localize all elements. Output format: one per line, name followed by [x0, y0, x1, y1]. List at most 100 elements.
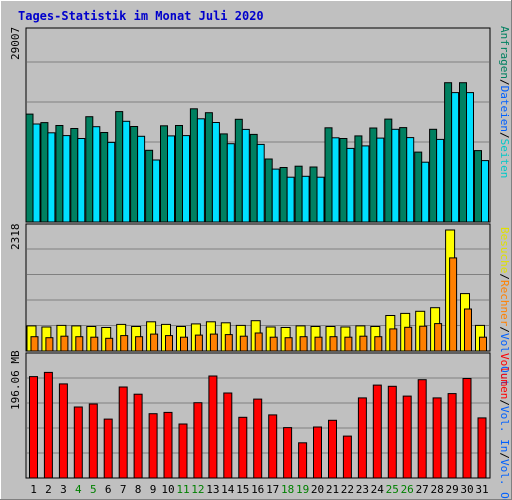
bar-volumen-day-3	[58, 383, 68, 479]
legend-entry: Rechner	[498, 280, 511, 327]
bar-anfragen-day-27	[414, 151, 423, 223]
bar-dateien-day-22	[346, 147, 355, 223]
bar-rechner-day-4	[75, 336, 84, 352]
bar-dateien-day-11	[182, 135, 190, 223]
bar-dateien-day-12	[196, 118, 205, 223]
bar-rechner-day-13	[209, 333, 218, 352]
legend-entry: Anfragen	[498, 26, 511, 79]
bar-anfragen-day-18	[279, 167, 288, 223]
day-label: 9	[150, 483, 157, 496]
bar-anfragen-day-23	[354, 135, 363, 223]
bar-anfragen-day-15	[234, 118, 243, 223]
day-label: 24	[371, 483, 385, 496]
day-label: 3	[60, 483, 67, 496]
bar-volumen-day-25	[387, 385, 397, 479]
bar-volumen-day-11	[178, 423, 188, 479]
bar-rechner-day-6	[105, 337, 114, 352]
day-label: 26	[401, 483, 414, 496]
bar-rechner-day-23	[359, 335, 368, 352]
bar-volumen-day-14	[223, 392, 233, 479]
bar-dateien-day-23	[361, 145, 370, 223]
legend-entry: Vol. Out	[498, 459, 511, 500]
bar-rechner-day-5	[90, 336, 99, 352]
bar-anfragen-day-6	[100, 132, 109, 223]
day-label: 20	[311, 483, 324, 496]
bar-anfragen-day-25	[384, 118, 393, 223]
bar-rechner-day-20	[314, 336, 323, 352]
bar-anfragen-day-12	[189, 108, 198, 223]
bar-anfragen-day-17	[264, 158, 273, 223]
bar-rechner-day-14	[224, 334, 233, 352]
bar-anfragen-day-24	[369, 127, 378, 223]
bar-anfragen-day-11	[175, 125, 183, 223]
day-label: 23	[356, 483, 369, 496]
day-label: 5	[90, 483, 97, 496]
bar-volumen-day-7	[118, 386, 128, 479]
day-label: 4	[75, 483, 82, 496]
bar-volumen-day-28	[432, 397, 442, 479]
bar-rechner-day-1	[30, 336, 39, 352]
legend-entry: Besuche	[498, 227, 511, 273]
legend-entry: Seiten	[498, 139, 511, 179]
legend-entry: Volumen	[498, 353, 511, 399]
panel-visits-legend: Besuche/Rechner/Vol. Out	[498, 227, 511, 386]
day-label: 12	[191, 483, 204, 496]
bar-volumen-day-17	[268, 414, 278, 479]
bar-anfragen-day-5	[85, 116, 94, 223]
bar-volumen-day-22	[342, 435, 352, 479]
bar-volumen-day-8	[133, 393, 143, 479]
bar-rechner-day-7	[120, 335, 129, 352]
bar-dateien-day-30	[466, 92, 474, 223]
bar-volumen-day-2	[43, 371, 53, 479]
bar-rechner-day-18	[284, 337, 293, 352]
panel-requests: 29007 Anfragen/Dateien/Seiten	[9, 26, 511, 223]
bar-dateien-day-15	[241, 128, 250, 223]
panel-volume: 196.06 MB Volumen/Vol. In/Vol. Out	[9, 350, 511, 500]
bar-rechner-day-11	[180, 336, 188, 352]
bar-dateien-day-19	[301, 175, 310, 223]
bar-dateien-day-16	[256, 143, 265, 223]
bar-rechner-day-17	[269, 336, 278, 352]
bar-anfragen-day-29	[444, 82, 453, 223]
legend-entry: Vol. Out	[498, 333, 511, 386]
bar-dateien-day-1	[32, 123, 41, 223]
day-label: 30	[460, 483, 473, 496]
day-label: 16	[251, 483, 264, 496]
day-axis-labels: 1 2 3 4 5 6 7 8 9 10 11 12 13 14 15 16 17 18 19 20 21 22 23 24 2…	[30, 483, 488, 496]
bar-volumen-day-13	[208, 375, 218, 479]
day-label: 19	[296, 483, 309, 496]
bar-dateien-day-8	[137, 135, 146, 223]
day-label: 28	[430, 483, 443, 496]
panel-visits-bars	[26, 229, 487, 352]
legend-entry: /	[498, 273, 511, 280]
day-label: 21	[326, 483, 339, 496]
bar-rechner-day-31	[479, 336, 487, 352]
bar-dateien-day-13	[211, 122, 220, 223]
bar-anfragen-day-2	[40, 122, 49, 223]
bar-volumen-day-5	[88, 403, 98, 479]
bar-dateien-day-4	[77, 138, 86, 223]
bar-rechner-day-10	[165, 335, 173, 352]
bar-rechner-day-25	[389, 328, 398, 352]
bar-volumen-day-1	[29, 376, 38, 479]
bar-volumen-day-15	[238, 416, 248, 479]
bar-anfragen-day-9	[145, 149, 154, 223]
bar-rechner-day-29	[449, 257, 458, 352]
bar-volumen-day-4	[73, 406, 83, 479]
bar-anfragen-day-31	[474, 150, 482, 223]
bar-rechner-day-8	[135, 336, 144, 352]
bar-dateien-day-10	[167, 135, 175, 223]
bar-anfragen-day-20	[309, 166, 318, 223]
bar-volumen-day-9	[148, 413, 158, 479]
bar-volumen-day-19	[298, 442, 308, 479]
bar-anfragen-day-4	[70, 128, 79, 223]
bar-rechner-day-24	[374, 336, 383, 352]
bar-dateien-day-5	[92, 126, 101, 223]
bar-dateien-day-3	[62, 135, 71, 223]
bar-anfragen-day-3	[55, 125, 64, 223]
day-label: 15	[236, 483, 249, 496]
bar-rechner-day-26	[404, 326, 413, 352]
bar-dateien-day-14	[226, 143, 235, 223]
bar-dateien-day-21	[331, 137, 340, 223]
